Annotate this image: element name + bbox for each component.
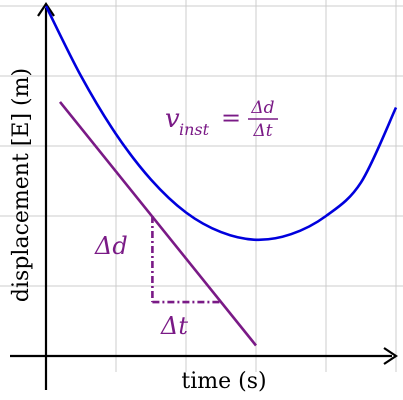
x-axis-label: time (s) [181,369,266,394]
marks [44,5,398,347]
delta-t-label: Δt [160,312,188,340]
delta-d-label: Δd [94,232,128,260]
formula-equals: = [221,104,241,132]
tangent-line [58,101,258,347]
grid [0,0,403,372]
axes [10,2,398,390]
y-axis-arrow-icon [37,2,55,17]
formula-denominator: Δt [252,121,272,141]
x-axis-arrow-icon [383,347,398,365]
formula-v: v [165,104,180,134]
displacement-curve [44,5,398,242]
velocity-formula: v inst = Δd Δt [165,98,278,141]
y-axis-label: displacement [E] (m) [9,68,34,302]
formula-subscript: inst [179,120,210,139]
formula-numerator: Δd [250,98,274,118]
